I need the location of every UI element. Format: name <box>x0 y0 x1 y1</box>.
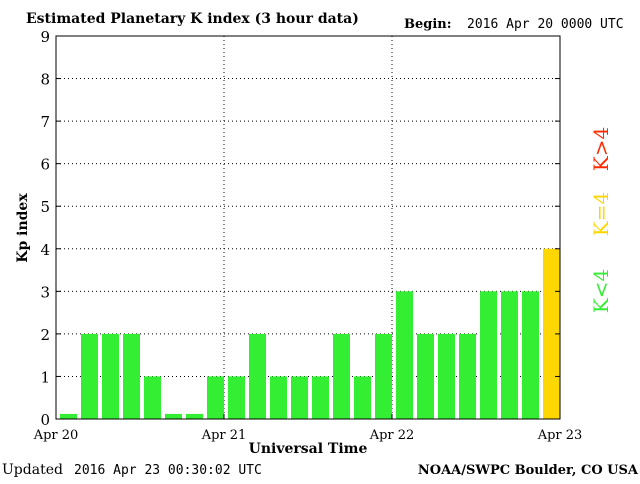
y-tick-label-6: 6 <box>40 156 50 174</box>
x-tick-label-3: Apr 23 <box>537 428 583 443</box>
updated-label: Updated <box>2 462 63 478</box>
y-tick-label-0: 0 <box>40 411 50 429</box>
bar-apr-22-15 <box>501 291 518 419</box>
y-tick-label-1: 1 <box>40 368 50 386</box>
begin-label: Begin: <box>404 17 452 32</box>
bar-apr-22-09 <box>459 333 476 419</box>
chart-title: Estimated Planetary K index (3 hour data… <box>26 11 359 27</box>
bar-apr-20-18 <box>186 413 203 419</box>
y-axis-label: Kp index <box>15 193 31 263</box>
bar-apr-20-09 <box>123 333 140 419</box>
updated-value: 2016 Apr 23 00:30:02 UTC <box>74 463 262 478</box>
bar-apr-21-03 <box>249 333 266 419</box>
y-tick-label-5: 5 <box>40 198 50 216</box>
bar-apr-22-06 <box>438 333 455 419</box>
y-tick-label-2: 2 <box>40 326 50 344</box>
x-tick-label-0: Apr 20 <box>33 428 79 443</box>
legend-k-below-4: K<4 <box>589 269 613 313</box>
bar-apr-20-12 <box>144 376 161 419</box>
bar-apr-22-12 <box>480 291 497 419</box>
bar-apr-22-03 <box>417 333 434 419</box>
bar-apr-21-00 <box>228 376 245 419</box>
bar-apr-21-12 <box>312 376 329 419</box>
x-axis-label: Universal Time <box>249 441 368 457</box>
bar-apr-21-15 <box>333 333 350 419</box>
bar-apr-20-03 <box>81 333 98 419</box>
legend-k-equal-4: K=4 <box>589 192 613 236</box>
y-tick-label-4: 4 <box>40 241 50 259</box>
y-tick-label-7: 7 <box>40 113 50 131</box>
y-tick-label-9: 9 <box>40 28 50 46</box>
source-credit: NOAA/SWPC Boulder, CO USA <box>418 463 639 478</box>
x-tick-label-2: Apr 22 <box>369 428 415 443</box>
bar-apr-21-06 <box>270 376 287 419</box>
bar-apr-22-00 <box>396 291 413 419</box>
y-tick-label-3: 3 <box>40 283 50 301</box>
bar-apr-21-18 <box>354 376 371 419</box>
y-axis-ticks: 0 1 2 3 4 5 6 7 8 9 <box>40 28 560 429</box>
bar-apr-22-18 <box>522 291 539 419</box>
bar-apr-21-21 <box>375 333 392 419</box>
bar-apr-20-06 <box>102 333 119 419</box>
x-axis-ticks: Apr 20 Apr 21 Apr 22 Apr 23 <box>33 414 583 443</box>
plot-bars <box>60 248 560 419</box>
begin-value: 2016 Apr 20 0000 UTC <box>467 17 624 32</box>
y-tick-label-8: 8 <box>40 71 50 89</box>
bar-apr-21-09 <box>291 376 308 419</box>
bar-apr-20-15 <box>165 413 182 419</box>
legend-k-above-4: K>4 <box>589 127 613 171</box>
x-tick-label-1: Apr 21 <box>201 428 247 443</box>
bar-apr-20-21 <box>207 376 224 419</box>
bar-apr-20-00 <box>60 413 77 419</box>
plot-frame <box>55 35 561 420</box>
